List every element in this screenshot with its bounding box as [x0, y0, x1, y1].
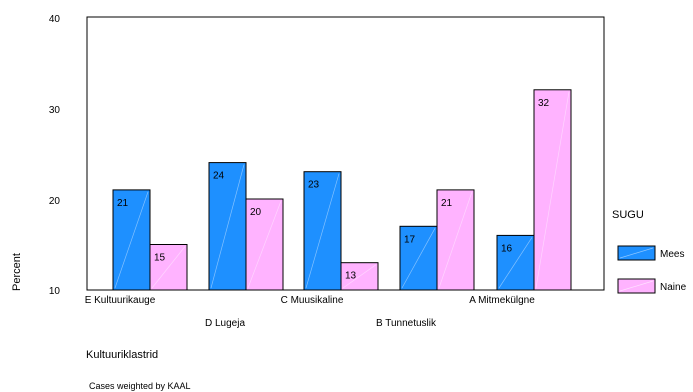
- bar-value-label: 21: [441, 198, 453, 209]
- x-category-label: B Tunnetuslik: [376, 318, 437, 329]
- x-axis-title: Kultuuriklastrid: [86, 349, 158, 361]
- bar-value-label: 23: [308, 180, 320, 191]
- bar-group: 21 15 24 20 23 13 17 21 16 32: [112, 89, 572, 291]
- bar-naine: [533, 89, 572, 291]
- y-tick-label: 20: [49, 196, 61, 207]
- bar-highlight: [342, 264, 377, 289]
- bar-highlight: [498, 237, 533, 289]
- bar-highlight: [114, 191, 149, 289]
- bar-value-label: 16: [501, 243, 513, 254]
- legend-swatch-mees-highlight: [619, 247, 654, 259]
- bar-highlight: [151, 246, 186, 289]
- bar-value-label: 13: [345, 271, 357, 282]
- bar-highlight: [210, 164, 245, 289]
- bar-highlight: [401, 228, 436, 289]
- bar-mees: [112, 189, 151, 291]
- bar-value-label: 20: [250, 207, 262, 218]
- y-axis-title: Percent: [11, 253, 23, 291]
- bar-value-label: 21: [117, 198, 129, 209]
- y-tick-label: 10: [49, 286, 61, 297]
- y-tick-label: 40: [49, 14, 61, 25]
- bar-naine: [149, 244, 188, 291]
- bar-value-label: 17: [404, 234, 416, 245]
- x-category-label: A Mitmekülgne: [469, 295, 535, 306]
- legend-title: SUGU: [612, 209, 644, 221]
- bar-highlight: [305, 173, 340, 289]
- legend-label-mees: Mees: [660, 249, 684, 260]
- bar-value-label: 15: [154, 253, 166, 264]
- bar-highlight: [535, 91, 570, 289]
- bar-mees: [303, 171, 342, 291]
- bar-value-label: 24: [213, 171, 225, 182]
- bar-highlight: [247, 200, 282, 289]
- bar-value-label: 32: [538, 98, 550, 109]
- x-category-label: C Muusikaline: [281, 295, 344, 306]
- legend-label-naine: Naine: [660, 282, 687, 293]
- bar-naine: [245, 198, 284, 291]
- legend-swatch-naine-highlight: [619, 280, 654, 292]
- x-category-label: E Kultuurikauge: [85, 295, 156, 306]
- bar-mees: [399, 225, 438, 291]
- bar-mees: [208, 162, 247, 291]
- bar-naine: [340, 262, 379, 291]
- y-tick-label: 30: [49, 105, 61, 116]
- bar-naine: [436, 189, 475, 291]
- bar-highlight: [438, 191, 473, 289]
- footnote: Cases weighted by KAAL: [89, 381, 191, 391]
- x-category-label: D Lugeja: [205, 318, 245, 329]
